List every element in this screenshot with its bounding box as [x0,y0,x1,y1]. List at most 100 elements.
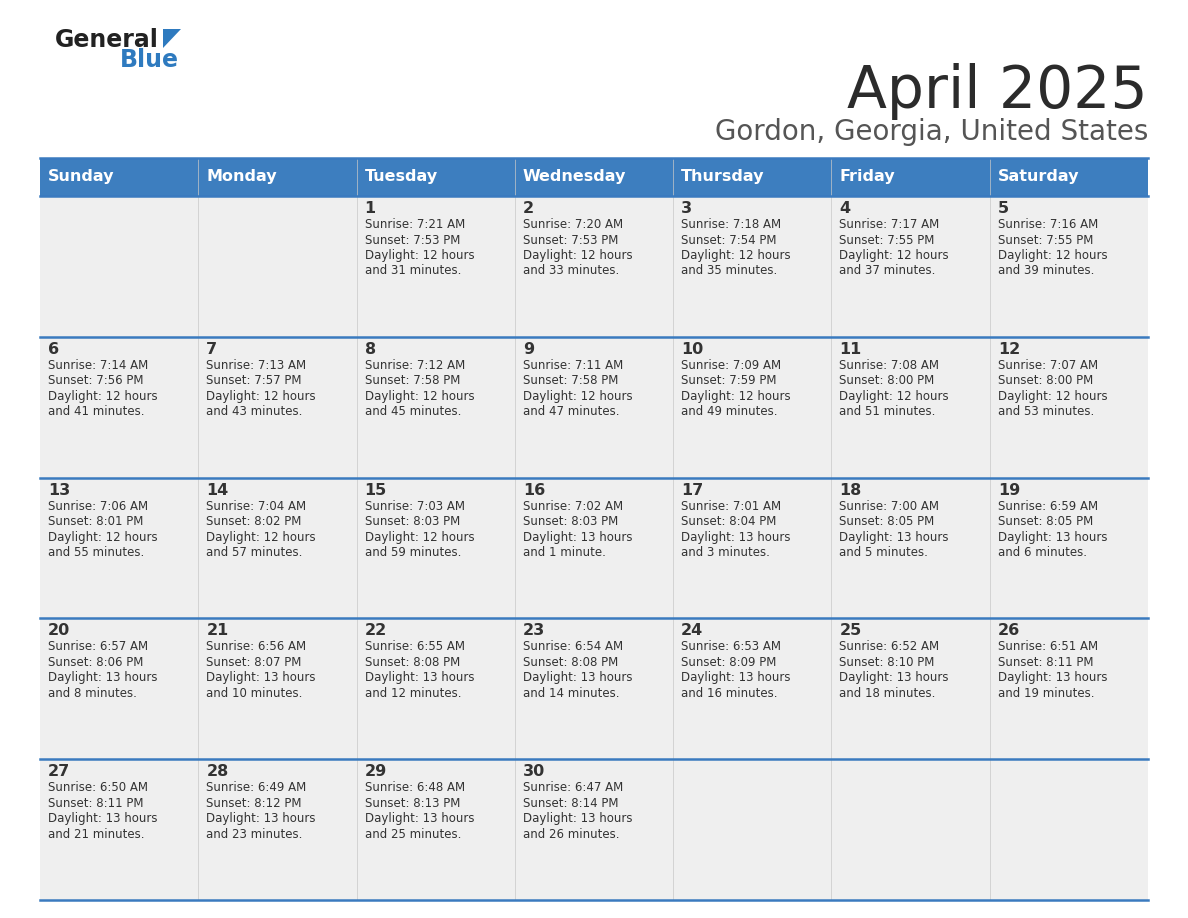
Text: Blue: Blue [120,48,179,72]
Text: and 21 minutes.: and 21 minutes. [48,828,145,841]
Text: 27: 27 [48,764,70,779]
Text: and 12 minutes.: and 12 minutes. [365,687,461,700]
Text: 3: 3 [681,201,693,216]
Text: and 16 minutes.: and 16 minutes. [681,687,778,700]
Text: 16: 16 [523,483,545,498]
Text: and 59 minutes.: and 59 minutes. [365,546,461,559]
Text: and 47 minutes.: and 47 minutes. [523,406,619,419]
Text: Sunrise: 7:00 AM: Sunrise: 7:00 AM [840,499,940,512]
Bar [990,158,1148,196]
Text: Daylight: 12 hours: Daylight: 12 hours [48,531,158,543]
Text: Sunset: 8:02 PM: Sunset: 8:02 PM [207,515,302,528]
Text: Thursday: Thursday [681,170,765,185]
Text: Daylight: 13 hours: Daylight: 13 hours [681,531,791,543]
Text: Sunset: 8:05 PM: Sunset: 8:05 PM [840,515,935,528]
Text: Sunset: 8:00 PM: Sunset: 8:00 PM [998,375,1093,387]
Text: Daylight: 13 hours: Daylight: 13 hours [523,671,632,685]
Bar [40,158,198,196]
Text: and 43 minutes.: and 43 minutes. [207,406,303,419]
Text: 4: 4 [840,201,851,216]
Bar [356,477,514,619]
Text: 14: 14 [207,483,228,498]
Bar [674,619,832,759]
Text: and 8 minutes.: and 8 minutes. [48,687,137,700]
Bar [40,759,198,900]
Text: Sunrise: 6:51 AM: Sunrise: 6:51 AM [998,641,1098,654]
Text: Sunrise: 7:16 AM: Sunrise: 7:16 AM [998,218,1098,231]
Text: Sunset: 8:12 PM: Sunset: 8:12 PM [207,797,302,810]
Text: and 14 minutes.: and 14 minutes. [523,687,619,700]
Text: Daylight: 13 hours: Daylight: 13 hours [207,671,316,685]
Text: Sunrise: 7:13 AM: Sunrise: 7:13 AM [207,359,307,372]
Text: 8: 8 [365,341,375,357]
Text: Sunrise: 7:01 AM: Sunrise: 7:01 AM [681,499,782,512]
Text: Sunset: 8:09 PM: Sunset: 8:09 PM [681,655,777,669]
Text: 19: 19 [998,483,1020,498]
Text: Sunrise: 6:54 AM: Sunrise: 6:54 AM [523,641,623,654]
Text: Daylight: 13 hours: Daylight: 13 hours [998,671,1107,685]
Text: Daylight: 12 hours: Daylight: 12 hours [365,531,474,543]
Text: and 18 minutes.: and 18 minutes. [840,687,936,700]
Bar [990,337,1148,477]
Text: Sunset: 8:10 PM: Sunset: 8:10 PM [840,655,935,669]
Text: Sunrise: 7:14 AM: Sunrise: 7:14 AM [48,359,148,372]
Text: and 57 minutes.: and 57 minutes. [207,546,303,559]
Text: Daylight: 12 hours: Daylight: 12 hours [523,249,632,262]
Text: and 6 minutes.: and 6 minutes. [998,546,1087,559]
Text: Sunset: 8:13 PM: Sunset: 8:13 PM [365,797,460,810]
Text: Monday: Monday [207,170,277,185]
Text: and 51 minutes.: and 51 minutes. [840,406,936,419]
Text: and 3 minutes.: and 3 minutes. [681,546,770,559]
Text: Sunset: 7:55 PM: Sunset: 7:55 PM [840,233,935,247]
Text: Sunset: 8:08 PM: Sunset: 8:08 PM [523,655,618,669]
Text: Daylight: 12 hours: Daylight: 12 hours [681,249,791,262]
Text: Sunset: 7:59 PM: Sunset: 7:59 PM [681,375,777,387]
Text: 29: 29 [365,764,387,779]
Text: Wednesday: Wednesday [523,170,626,185]
Text: Daylight: 13 hours: Daylight: 13 hours [840,531,949,543]
Text: Sunrise: 6:55 AM: Sunrise: 6:55 AM [365,641,465,654]
Text: Sunrise: 7:03 AM: Sunrise: 7:03 AM [365,499,465,512]
Bar [832,196,990,337]
Text: Sunrise: 6:47 AM: Sunrise: 6:47 AM [523,781,624,794]
Text: Sunset: 7:58 PM: Sunset: 7:58 PM [523,375,618,387]
Bar [674,196,832,337]
Text: Sunset: 8:01 PM: Sunset: 8:01 PM [48,515,144,528]
Text: Daylight: 13 hours: Daylight: 13 hours [523,531,632,543]
Bar [514,158,674,196]
Text: Sunrise: 7:09 AM: Sunrise: 7:09 AM [681,359,782,372]
Text: 17: 17 [681,483,703,498]
Text: Daylight: 12 hours: Daylight: 12 hours [48,390,158,403]
Text: Sunset: 7:53 PM: Sunset: 7:53 PM [365,233,460,247]
Text: Daylight: 12 hours: Daylight: 12 hours [365,249,474,262]
Text: Daylight: 13 hours: Daylight: 13 hours [998,531,1107,543]
Bar [990,477,1148,619]
Text: Sunset: 8:07 PM: Sunset: 8:07 PM [207,655,302,669]
Bar [40,477,198,619]
Text: Sunset: 7:53 PM: Sunset: 7:53 PM [523,233,618,247]
Text: 21: 21 [207,623,228,638]
Bar [990,759,1148,900]
Text: Sunset: 8:04 PM: Sunset: 8:04 PM [681,515,777,528]
Bar [40,619,198,759]
Text: Saturday: Saturday [998,170,1079,185]
Text: and 25 minutes.: and 25 minutes. [365,828,461,841]
Bar [198,337,356,477]
Text: and 23 minutes.: and 23 minutes. [207,828,303,841]
Text: Sunset: 7:55 PM: Sunset: 7:55 PM [998,233,1093,247]
Text: Sunrise: 7:21 AM: Sunrise: 7:21 AM [365,218,465,231]
Text: Sunset: 8:08 PM: Sunset: 8:08 PM [365,655,460,669]
Text: Sunset: 8:03 PM: Sunset: 8:03 PM [365,515,460,528]
Bar [356,196,514,337]
Bar [198,759,356,900]
Text: and 19 minutes.: and 19 minutes. [998,687,1094,700]
Text: and 39 minutes.: and 39 minutes. [998,264,1094,277]
Bar [514,759,674,900]
Bar [832,158,990,196]
Bar [198,477,356,619]
Bar [990,196,1148,337]
Text: Sunrise: 7:17 AM: Sunrise: 7:17 AM [840,218,940,231]
Text: Daylight: 12 hours: Daylight: 12 hours [207,531,316,543]
Bar [40,337,198,477]
Bar [674,337,832,477]
